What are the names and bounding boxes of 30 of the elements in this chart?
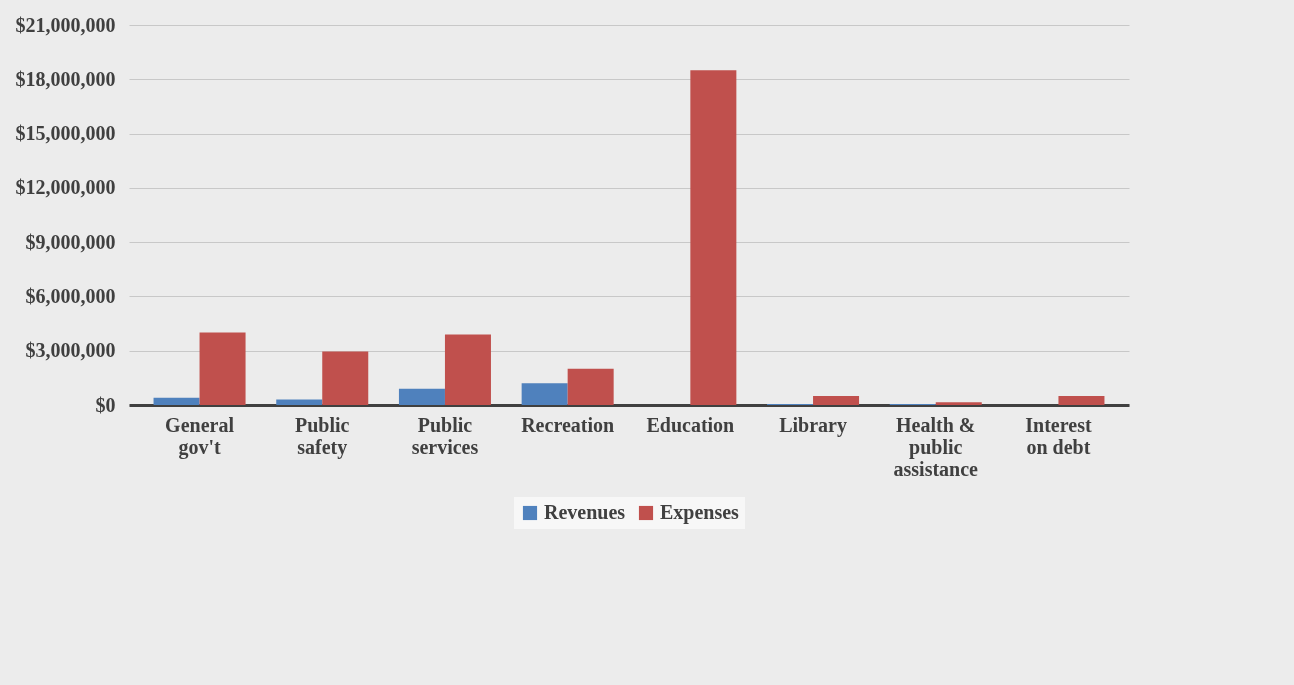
bar bbox=[690, 70, 737, 405]
y-tick-label: $21,000,000 bbox=[15, 13, 116, 36]
bar bbox=[521, 383, 568, 405]
x-tick-label: Health & public assistance bbox=[893, 413, 979, 480]
bar bbox=[813, 395, 860, 405]
y-tick-label: $9,000,000 bbox=[25, 230, 116, 253]
y-tick-label: $6,000,000 bbox=[25, 284, 116, 307]
bar bbox=[199, 332, 246, 405]
y-tick-label: $18,000,000 bbox=[15, 67, 116, 90]
bar bbox=[444, 334, 491, 405]
x-tick-label: Public services bbox=[411, 413, 479, 458]
x-tick-label: Interest on debt bbox=[1025, 413, 1092, 458]
y-tick-label: $15,000,000 bbox=[15, 122, 116, 145]
y-tick-label: $3,000,000 bbox=[25, 339, 116, 362]
bar bbox=[1058, 395, 1105, 405]
bar bbox=[276, 399, 323, 405]
x-tick-label: General gov't bbox=[165, 413, 235, 459]
legend-label: Expenses bbox=[660, 501, 740, 524]
y-tick-label: $0 bbox=[95, 393, 116, 416]
bar bbox=[322, 351, 369, 405]
legend-label: Revenues bbox=[544, 501, 626, 523]
x-tick-label: Library bbox=[779, 413, 847, 437]
bar bbox=[398, 388, 445, 405]
bar bbox=[935, 402, 982, 405]
bar bbox=[567, 368, 614, 405]
x-tick-label: Education bbox=[646, 413, 735, 436]
x-tick-label: Recreation bbox=[521, 413, 615, 436]
bar bbox=[153, 397, 200, 405]
x-tick-label: Public safety bbox=[295, 413, 350, 459]
y-tick-label: $12,000,000 bbox=[15, 176, 116, 199]
